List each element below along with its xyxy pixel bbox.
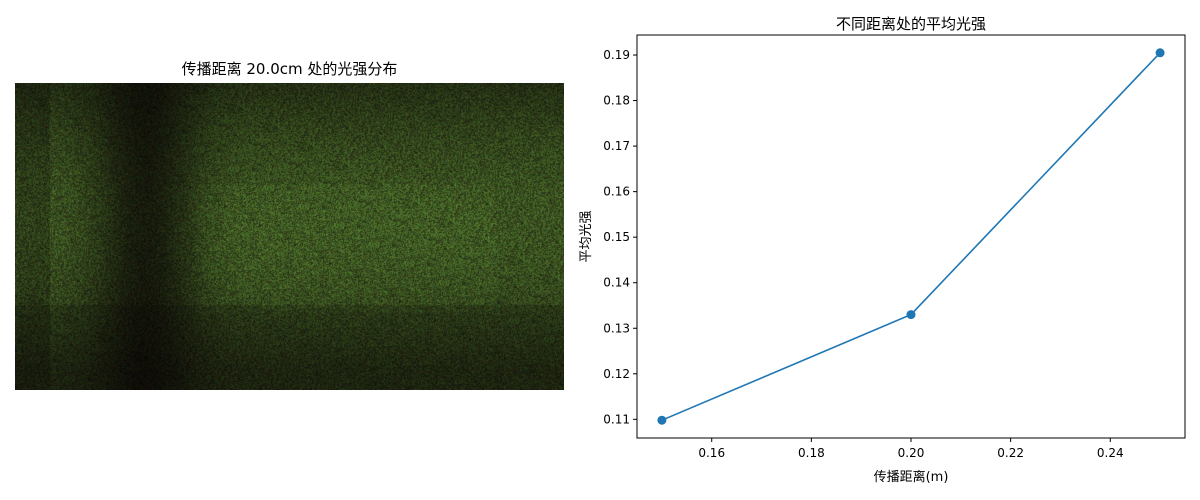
axes-frame bbox=[636, 34, 1186, 439]
x-tick-label: 0.22 bbox=[997, 446, 1024, 460]
y-axis-label: 平均光强 bbox=[579, 210, 594, 262]
plot-area-frame bbox=[636, 34, 1186, 439]
x-axis-ticks: 0.16 0.18 0.20 0.22 0.24 bbox=[698, 438, 1124, 460]
image-panel-title: 传播距离 20.0cm 处的光强分布 bbox=[181, 60, 398, 78]
y-tick-label: 0.12 bbox=[603, 367, 630, 381]
y-tick-label: 0.11 bbox=[603, 412, 630, 426]
y-axis-ticks: 0.11 0.12 0.13 0.14 0.15 0.16 0.17 0.18 0.19 bbox=[603, 48, 637, 426]
x-tick-label: 0.18 bbox=[798, 446, 825, 460]
light-intensity-image bbox=[15, 83, 564, 390]
y-tick-label: 0.19 bbox=[603, 48, 630, 62]
series-layer bbox=[657, 48, 1165, 425]
x-axis-label: 传播距离(m) bbox=[874, 469, 949, 485]
data-point-marker bbox=[1155, 48, 1165, 58]
series-line bbox=[661, 52, 1161, 421]
y-tick-label: 0.18 bbox=[603, 94, 630, 108]
chart-title: 不同距离处的平均光强 bbox=[835, 15, 986, 33]
y-tick-label: 0.16 bbox=[603, 185, 630, 199]
y-tick-label: 0.15 bbox=[603, 230, 630, 244]
x-tick-label: 0.24 bbox=[1097, 446, 1124, 460]
y-tick-label: 0.13 bbox=[603, 321, 630, 335]
y-tick-label: 0.14 bbox=[603, 276, 630, 290]
x-tick-label: 0.20 bbox=[898, 446, 925, 460]
y-tick-label: 0.17 bbox=[603, 139, 630, 153]
x-tick-label: 0.16 bbox=[698, 446, 725, 460]
data-point-marker bbox=[906, 310, 916, 320]
data-point-marker bbox=[657, 415, 667, 425]
